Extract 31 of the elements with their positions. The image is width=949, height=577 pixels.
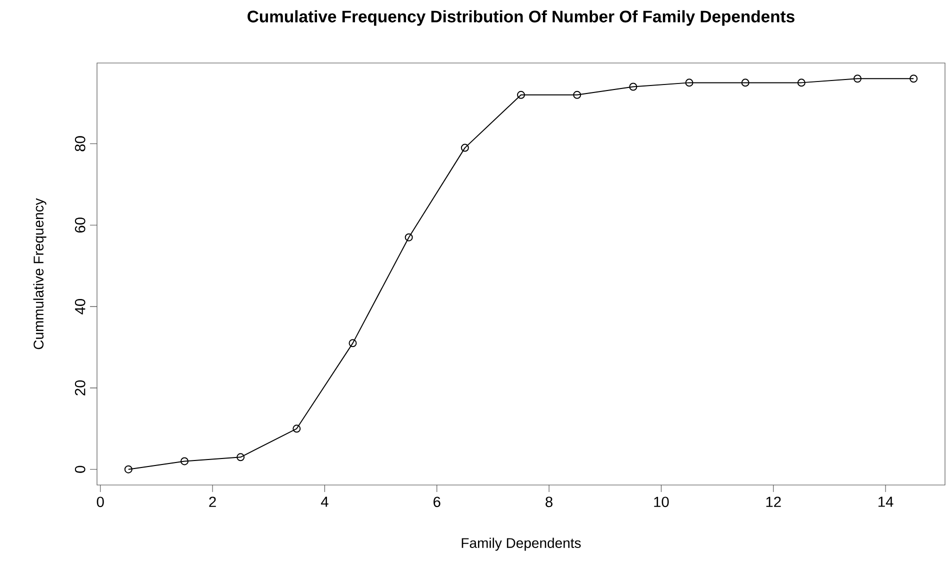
x-tick-label: 0 — [96, 496, 104, 508]
y-tick-label: 40 — [74, 298, 86, 314]
point — [292, 424, 301, 433]
point — [629, 82, 638, 91]
y-tick-label: 20 — [74, 380, 86, 396]
y-tick-label: 0 — [74, 466, 86, 473]
x-tick-label: 14 — [878, 496, 894, 507]
point — [741, 78, 750, 87]
x-tick-label: 6 — [434, 496, 440, 508]
y-tick-label: 80 — [74, 136, 86, 152]
x-tick-label: 2 — [209, 496, 216, 507]
point — [685, 78, 694, 87]
point — [124, 465, 132, 474]
x-tick-label: 4 — [320, 496, 328, 507]
point — [348, 339, 357, 348]
point — [404, 233, 413, 242]
x-tick-label: 8 — [546, 496, 552, 508]
point — [180, 457, 188, 466]
point — [236, 453, 245, 462]
point — [797, 78, 806, 87]
point — [460, 144, 469, 152]
x-tick-label: 12 — [766, 496, 781, 507]
chart-title: Cumulative Frequency Distribution Of Number Of Family Dependents — [248, 10, 794, 26]
y-axis-title: Cummulative Frequency — [33, 198, 46, 350]
point — [854, 74, 862, 83]
point — [517, 90, 526, 99]
x-tick-label: 10 — [654, 496, 669, 508]
x-axis-title: Family Dependents — [462, 538, 581, 551]
point — [910, 74, 918, 83]
point — [573, 90, 582, 99]
y-tick-label: 60 — [74, 218, 86, 233]
